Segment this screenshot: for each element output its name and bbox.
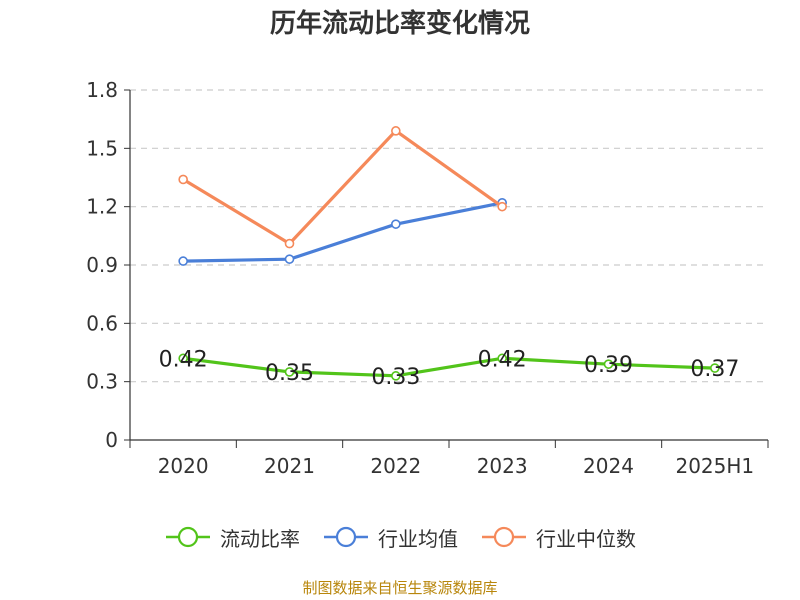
data-label: 0.39 <box>584 353 633 378</box>
legend-label: 行业均值 <box>378 526 458 551</box>
data-point <box>284 238 295 249</box>
y-tick-label: 0.6 <box>86 311 118 335</box>
data-label-layer: 0.42 0.35 0.33 0.42 0.39 0.37 <box>159 347 740 390</box>
x-tick-label: 2021 <box>264 454 315 478</box>
source-note: 制图数据来自恒生聚源数据库 <box>302 579 498 597</box>
data-label: 0.33 <box>371 365 420 390</box>
series-line-1 <box>181 356 717 378</box>
data-label: 0.37 <box>690 357 739 382</box>
chart-title: 历年流动比率变化情况 <box>269 9 530 39</box>
x-tick-label: 2023 <box>477 454 528 478</box>
data-point <box>710 363 720 373</box>
data-point <box>391 126 401 136</box>
data-label: 0.42 <box>478 347 527 372</box>
series-layer <box>178 126 720 381</box>
data-point <box>603 359 614 369</box>
x-tick-label: 2024 <box>583 454 634 478</box>
series-line-2 <box>181 201 504 263</box>
data-label: 0.35 <box>265 361 314 386</box>
series-line-3 <box>181 129 504 246</box>
legend-swatch-marker <box>335 526 357 548</box>
legend: 流动比率 行业均值 行业中位数 <box>0 518 800 556</box>
y-tick-label: 0.9 <box>86 253 118 277</box>
grid-layer <box>130 89 768 383</box>
data-label: 0.42 <box>159 347 208 372</box>
data-point <box>284 254 295 264</box>
data-point <box>178 256 188 266</box>
y-tick-label: 1.5 <box>86 136 118 160</box>
legend-swatch-marker <box>177 526 199 548</box>
axis-layer: 0 0.3 0.6 0.9 1.2 1.5 1.8 2020 2021 2022 2023 2024 2… <box>86 78 769 478</box>
x-tick-label: 2022 <box>370 454 421 478</box>
data-point <box>178 353 188 364</box>
y-tick-label: 1.2 <box>86 195 118 219</box>
data-point <box>497 201 507 212</box>
legend-item[interactable]: 行业中位数 <box>480 523 636 552</box>
data-point <box>391 371 401 381</box>
data-point <box>497 353 507 364</box>
data-point <box>391 219 401 229</box>
y-tick-label: 0.3 <box>86 370 118 394</box>
x-tick-label: 2020 <box>158 454 209 478</box>
y-tick-label: 0 <box>105 428 118 452</box>
data-point <box>284 367 295 377</box>
legend-swatch-icon <box>324 526 368 548</box>
legend-item[interactable]: 流动比率 <box>164 523 300 552</box>
legend-item[interactable]: 行业均值 <box>322 523 458 552</box>
legend-label: 流动比率 <box>220 526 300 551</box>
x-tick-label: 2025H1 <box>675 454 754 478</box>
legend-label: 行业中位数 <box>536 526 636 551</box>
legend-swatch-marker <box>493 526 515 548</box>
y-tick-label: 1.8 <box>86 78 118 102</box>
data-point <box>178 174 188 185</box>
legend-swatch-icon <box>166 526 210 548</box>
legend-swatch-icon <box>482 526 526 548</box>
